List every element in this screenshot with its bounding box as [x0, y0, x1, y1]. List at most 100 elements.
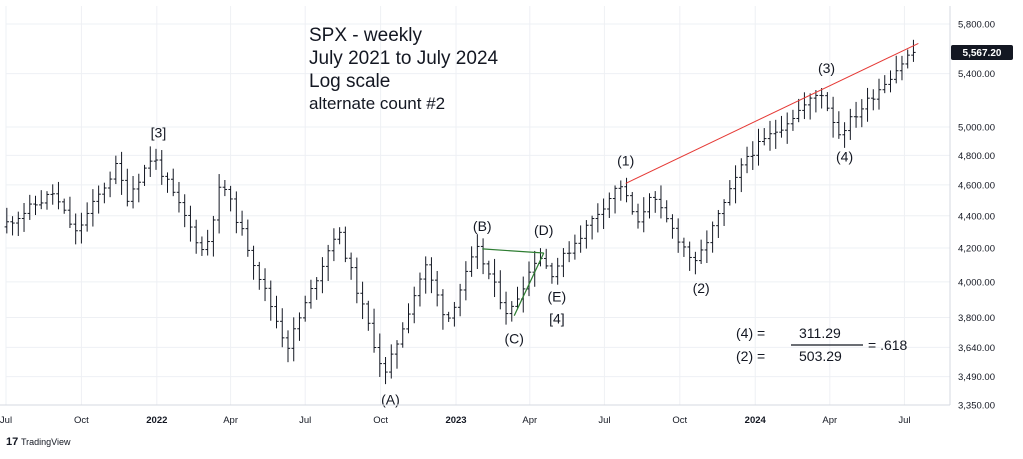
- trendline: [625, 42, 919, 184]
- title-line-2: July 2021 to July 2024: [309, 48, 499, 69]
- ohlc-bar: [165, 172, 170, 193]
- ohlc-bar: [274, 295, 279, 329]
- x-tick-label: Oct: [74, 415, 89, 426]
- x-tick-label: Oct: [373, 415, 388, 426]
- tradingview-logo-icon: 17: [6, 436, 18, 448]
- ohlc-bar: [675, 218, 681, 253]
- ohlc-bar: [607, 192, 612, 218]
- ohlc-bar: [412, 286, 417, 324]
- y-tick-label: 5,800.00: [958, 20, 995, 31]
- ohlc-bar: [819, 88, 824, 109]
- wave-label: (2): [693, 280, 710, 296]
- ohlc-bar: [79, 212, 84, 244]
- ohlc-bar: [549, 262, 555, 284]
- ohlc-bar: [773, 119, 778, 149]
- ohlc-bar: [830, 96, 836, 138]
- ohlc-bar: [790, 109, 796, 131]
- ohlc-bar: [383, 356, 388, 385]
- ohlc-bar: [687, 241, 692, 271]
- wave-label: [4]: [549, 310, 565, 326]
- ohlc-bar: [785, 112, 790, 144]
- ohlc-bar: [578, 225, 583, 253]
- ohlc-bar: [394, 340, 400, 369]
- x-tick-label: Oct: [672, 415, 687, 426]
- ohlc-bar: [876, 78, 882, 110]
- y-tick-label: 4,000.00: [958, 277, 995, 288]
- ohlc-bar: [348, 252, 354, 280]
- price-axis[interactable]: 3,350.00 3,490.00 3,640.00 3,800.00 4,000.00…: [958, 20, 995, 412]
- y-tick-label: 4,400.00: [958, 211, 995, 222]
- ohlc-bar: [343, 226, 348, 263]
- ohlc-bar: [681, 237, 687, 257]
- ohlc-bar: [440, 289, 446, 330]
- tradingview-brand[interactable]: 17 TradingView: [6, 436, 71, 448]
- ohlc-bar: [125, 168, 130, 207]
- ohlc-bars: [4, 39, 916, 385]
- ratio-numerator: 311.29: [799, 325, 841, 341]
- y-tick-label: 4,800.00: [958, 151, 995, 162]
- ohlc-bar: [56, 181, 61, 210]
- x-tick-label: Apr: [522, 415, 537, 426]
- ohlc-bar: [739, 158, 744, 193]
- ohlc-bar: [199, 236, 205, 256]
- tradingview-brand-text: TradingView: [21, 437, 71, 447]
- ohlc-bar: [584, 220, 589, 249]
- wave-label: (4): [836, 148, 853, 164]
- ohlc-bar: [21, 202, 27, 232]
- wave-label: (C): [505, 331, 524, 347]
- ohlc-bar: [153, 148, 159, 170]
- ohlc-bar: [807, 93, 813, 120]
- last-price-value: 5,567.20: [963, 48, 1002, 59]
- ohlc-bar: [257, 261, 262, 290]
- time-axis[interactable]: Jul Oct 2022 Apr Jul Oct 2023 Apr Jul Oct 2024 Apr J…: [0, 415, 911, 426]
- ohlc-bar: [515, 286, 520, 310]
- ohlc-bar: [96, 185, 101, 214]
- x-tick-label: 2023: [445, 415, 466, 426]
- ohlc-bar: [366, 300, 371, 331]
- ohlc-bar: [222, 180, 228, 197]
- ohlc-bar: [624, 177, 629, 203]
- ohlc-bar: [509, 301, 514, 322]
- ohlc-bar: [325, 244, 331, 281]
- ohlc-bar: [148, 146, 153, 177]
- ohlc-bar: [882, 75, 887, 94]
- wave-label: (A): [381, 392, 400, 408]
- triangle-lower-line: [513, 252, 545, 316]
- ohlc-bar: [268, 280, 273, 321]
- ohlc-bar: [285, 330, 291, 363]
- ohlc-bar: [888, 70, 893, 93]
- ohlc-bar: [130, 175, 136, 209]
- ohlc-bar: [16, 211, 21, 236]
- x-tick-label: 2024: [745, 415, 767, 426]
- last-price-badge: [951, 44, 1013, 60]
- wave-labels: [3] (A) (B) (C) (D) (E) [4] (1) (2) (3) (4): [151, 60, 853, 407]
- ohlc-bar: [647, 193, 652, 219]
- ohlc-bar: [142, 164, 147, 186]
- wave-label: (E): [548, 288, 567, 304]
- ohlc-bar: [320, 257, 325, 294]
- ohlc-bar: [544, 248, 549, 269]
- ohlc-bar: [779, 115, 784, 138]
- ohlc-bar: [377, 333, 382, 377]
- ohlc-bar: [360, 281, 365, 320]
- ohlc-bar: [280, 308, 285, 348]
- y-tick-label: 5,000.00: [958, 123, 995, 134]
- ohlc-bar: [107, 171, 113, 198]
- chart-title-block: SPX - weekly July 2021 to July 2024 Log …: [309, 25, 499, 113]
- ohlc-bar: [802, 92, 807, 120]
- drawings: [482, 42, 919, 316]
- ohlc-bar: [836, 111, 842, 139]
- ohlc-bar: [721, 199, 727, 226]
- ohlc-bar: [303, 295, 308, 322]
- ohlc-bar: [871, 89, 876, 111]
- ohlc-bar: [113, 155, 119, 185]
- ohlc-bar: [234, 191, 239, 234]
- ohlc-bar: [710, 221, 715, 253]
- ohlc-bar: [33, 195, 38, 216]
- fib-ratio-annotation: (4) = (2) = 311.29 503.29 = .618: [736, 325, 908, 364]
- ohlc-bar: [762, 128, 767, 146]
- ohlc-bar: [825, 92, 830, 112]
- ohlc-bar: [750, 141, 755, 170]
